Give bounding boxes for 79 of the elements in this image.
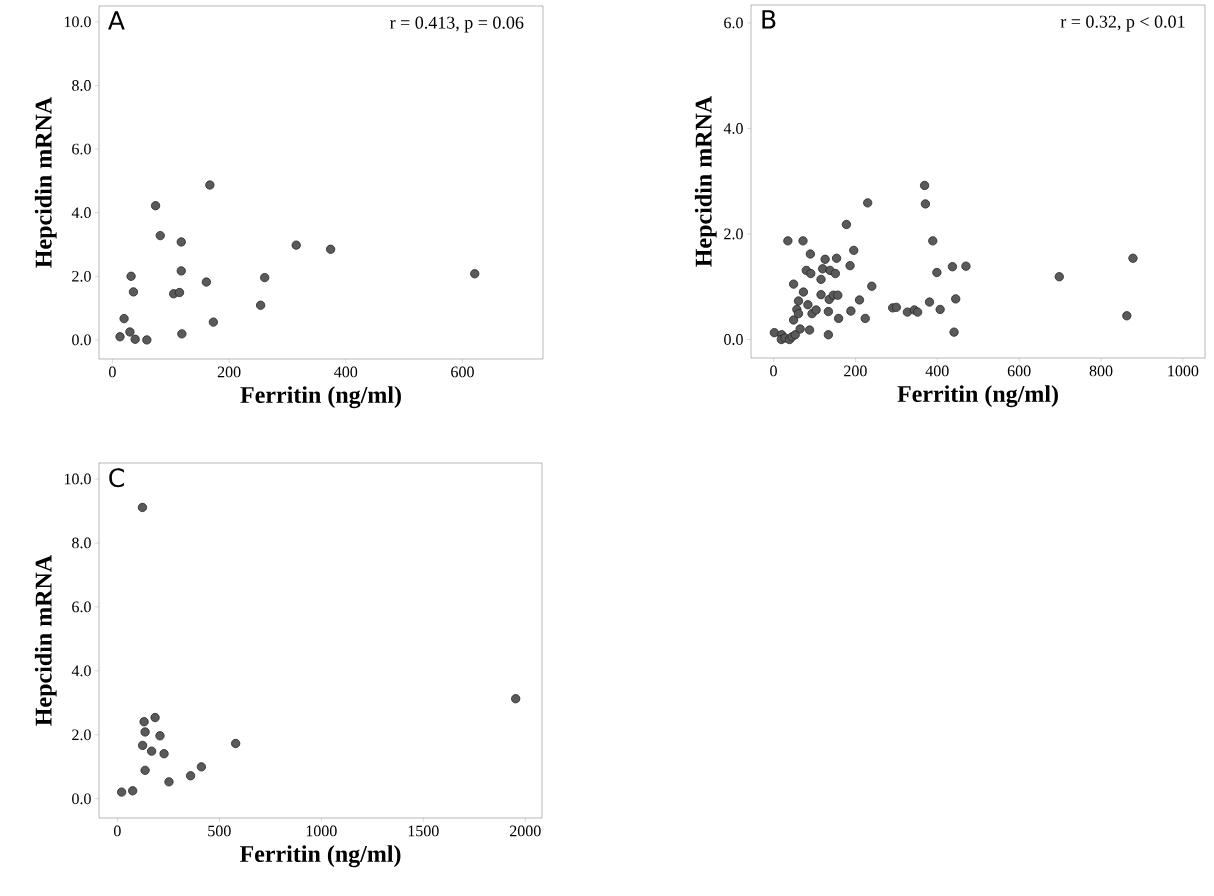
x-tick-label: 600 bbox=[1007, 365, 1031, 377]
x-tick-label: 600 bbox=[451, 366, 474, 378]
point bbox=[117, 787, 127, 797]
y-tick-label: 10.0 bbox=[64, 16, 91, 28]
y-tick-label: 6.0 bbox=[72, 601, 91, 613]
point bbox=[150, 201, 161, 211]
point bbox=[159, 749, 169, 759]
point bbox=[196, 762, 206, 772]
x-tick-label: 2000 bbox=[509, 825, 541, 837]
point bbox=[231, 738, 241, 749]
x-tick-label: 400 bbox=[334, 366, 358, 378]
point bbox=[511, 694, 521, 704]
x-tick-label: 1000 bbox=[1168, 365, 1199, 377]
point bbox=[137, 502, 148, 513]
point bbox=[140, 727, 150, 737]
point bbox=[176, 266, 186, 276]
y-tick-label: 0.0 bbox=[72, 793, 91, 805]
point bbox=[128, 786, 138, 796]
point bbox=[256, 300, 266, 310]
x-tick-label: 200 bbox=[217, 366, 241, 378]
point bbox=[139, 717, 149, 727]
point bbox=[326, 244, 336, 254]
chart-title: A bbox=[108, 11, 125, 30]
point bbox=[155, 231, 165, 241]
y-tick-label: 2.0 bbox=[72, 270, 91, 282]
x-axis-title: Ferritin (ng/ml) bbox=[897, 385, 1058, 408]
y-tick-label: 0.0 bbox=[724, 334, 743, 345]
point bbox=[205, 180, 215, 190]
point bbox=[130, 334, 140, 344]
point bbox=[150, 712, 160, 723]
y-tick-label: 6.0 bbox=[724, 17, 743, 29]
point bbox=[138, 740, 148, 750]
point bbox=[119, 314, 129, 324]
x-tick-label: 800 bbox=[1089, 365, 1113, 377]
chart-title: C bbox=[109, 468, 124, 488]
x-tick-label: 200 bbox=[844, 365, 867, 377]
annotation: r = 0.32, p < 0.01 bbox=[1060, 15, 1185, 32]
point bbox=[174, 287, 185, 298]
point bbox=[176, 237, 186, 247]
point bbox=[125, 327, 135, 337]
point bbox=[147, 746, 157, 756]
point bbox=[185, 771, 196, 781]
y-tick-label: 10.0 bbox=[64, 473, 91, 485]
point bbox=[128, 287, 139, 297]
y-tick-label: 4.0 bbox=[71, 207, 91, 219]
point bbox=[291, 240, 301, 250]
x-axis-title: Ferritin (ng/ml) bbox=[240, 386, 401, 409]
point bbox=[260, 272, 270, 283]
annotation: r = 0.413, p = 0.06 bbox=[389, 16, 524, 33]
y-tick-label: 2.0 bbox=[724, 228, 743, 240]
y-tick-label: 6.0 bbox=[72, 143, 91, 155]
y-axis-title: Hepcidin mRNA bbox=[34, 96, 57, 268]
x-tick-label: 0 bbox=[113, 825, 121, 837]
point bbox=[155, 731, 165, 741]
point bbox=[140, 765, 150, 775]
x-tick-label: 0 bbox=[109, 366, 116, 378]
x-tick-label: 1500 bbox=[408, 825, 439, 837]
x-tick-label: 0 bbox=[770, 365, 777, 377]
point bbox=[208, 317, 218, 327]
y-tick-label: 8.0 bbox=[72, 80, 91, 91]
y-axis-title: Hepcidin mRNA bbox=[694, 96, 717, 267]
y-tick-label: 0.0 bbox=[72, 334, 91, 346]
point bbox=[115, 332, 125, 342]
x-tick-label: 500 bbox=[208, 825, 231, 837]
x-tick-label: 400 bbox=[925, 365, 949, 377]
y-axis-title: Hepcidin mRNA bbox=[34, 555, 57, 726]
y-tick-label: 8.0 bbox=[72, 537, 91, 549]
point bbox=[470, 269, 480, 279]
x-axis-title: Ferritin (ng/ml) bbox=[239, 845, 401, 868]
y-tick-label: 4.0 bbox=[723, 123, 743, 134]
point bbox=[164, 777, 174, 787]
y-tick-label: 4.0 bbox=[71, 665, 91, 677]
point bbox=[142, 335, 152, 345]
x-tick-label: 1000 bbox=[306, 825, 337, 837]
y-tick-label: 2.0 bbox=[72, 729, 91, 741]
point bbox=[177, 329, 187, 339]
point bbox=[201, 277, 211, 287]
chart-title: B bbox=[762, 10, 776, 29]
point bbox=[126, 271, 136, 281]
